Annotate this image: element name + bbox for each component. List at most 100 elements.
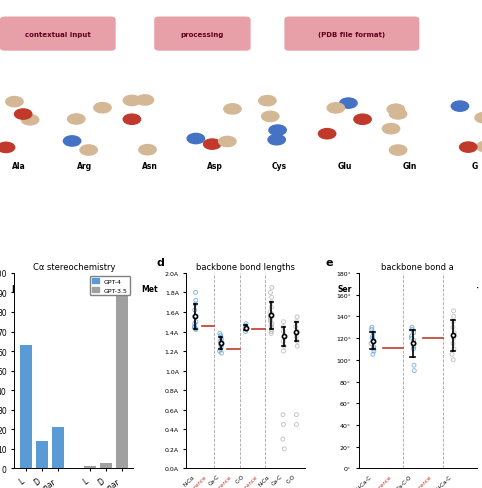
Circle shape [136, 96, 154, 106]
Point [268, 294, 276, 302]
Point [279, 411, 287, 419]
Text: processing: processing [181, 32, 224, 38]
Point [408, 326, 416, 334]
Point [370, 347, 378, 355]
Point [192, 289, 200, 297]
Point [268, 324, 276, 332]
Point [268, 304, 275, 311]
Point [216, 330, 224, 338]
FancyBboxPatch shape [284, 18, 419, 52]
Point [369, 329, 377, 337]
Point [191, 313, 199, 321]
Text: Lys: Lys [78, 284, 91, 293]
Circle shape [382, 124, 400, 135]
Text: Asp: Asp [207, 162, 222, 171]
Point [367, 340, 375, 347]
Circle shape [94, 103, 111, 114]
Text: d: d [157, 258, 165, 267]
Point [268, 284, 276, 292]
Title: Cα stereochemistry: Cα stereochemistry [32, 262, 115, 271]
Point [293, 313, 301, 321]
Point [370, 346, 378, 353]
Point [267, 322, 275, 330]
Point [450, 334, 457, 342]
Point [449, 340, 457, 347]
Point [218, 349, 226, 357]
Point [293, 421, 300, 428]
Text: Thr: Thr [402, 284, 417, 293]
Point [280, 328, 287, 336]
Point [369, 351, 377, 359]
Point [410, 343, 417, 351]
Circle shape [187, 134, 204, 144]
Text: Tr: Tr [470, 284, 479, 293]
Text: e: e [325, 258, 333, 267]
Circle shape [340, 99, 357, 109]
Circle shape [387, 105, 404, 115]
Circle shape [327, 103, 345, 114]
Point [192, 325, 200, 333]
Bar [36, 441, 48, 468]
Point [266, 308, 274, 316]
Point [449, 318, 457, 326]
Circle shape [123, 115, 141, 125]
Text: (PDB file format): (PDB file format) [318, 32, 386, 38]
Bar [20, 346, 32, 468]
Point [191, 320, 199, 328]
Circle shape [354, 115, 371, 125]
Circle shape [268, 135, 285, 145]
Circle shape [477, 142, 482, 152]
Circle shape [14, 110, 32, 120]
Bar [52, 427, 64, 468]
Point [279, 435, 287, 443]
Point [280, 347, 287, 355]
Circle shape [259, 96, 276, 106]
Point [293, 411, 300, 419]
Point [281, 333, 288, 341]
Point [281, 445, 288, 453]
Legend: GPT-4, GPT-3.5: GPT-4, GPT-3.5 [90, 276, 130, 296]
Circle shape [224, 104, 241, 115]
Point [280, 318, 287, 326]
Text: Cys: Cys [272, 162, 287, 171]
Point [242, 326, 250, 334]
Point [293, 318, 300, 326]
Point [450, 307, 457, 315]
Point [292, 323, 300, 331]
Point [448, 351, 456, 359]
Point [450, 346, 458, 353]
Point [216, 347, 224, 355]
Text: Leu: Leu [12, 284, 27, 293]
Point [294, 338, 301, 346]
Point [267, 312, 274, 320]
Point [242, 320, 250, 328]
Point [410, 337, 417, 345]
Point [217, 336, 225, 344]
Circle shape [0, 143, 14, 153]
Circle shape [451, 102, 469, 112]
Bar [100, 463, 112, 468]
Text: Phe: Phe [206, 284, 223, 293]
Point [268, 310, 276, 318]
Point [450, 313, 457, 321]
Circle shape [203, 140, 221, 150]
Point [267, 289, 274, 297]
Point [368, 324, 376, 331]
Circle shape [262, 112, 279, 122]
Point [369, 332, 376, 340]
Text: Pro: Pro [272, 284, 287, 293]
Point [407, 334, 415, 342]
Point [280, 421, 287, 428]
Point [191, 306, 199, 314]
Point [192, 326, 200, 334]
Text: Gln: Gln [402, 162, 417, 171]
Point [242, 324, 250, 332]
Circle shape [80, 145, 97, 156]
Circle shape [139, 145, 156, 156]
Point [267, 316, 274, 324]
Point [268, 299, 275, 306]
Point [410, 367, 418, 375]
Text: contextual input: contextual input [25, 32, 91, 38]
Point [217, 334, 225, 342]
Point [268, 320, 276, 328]
